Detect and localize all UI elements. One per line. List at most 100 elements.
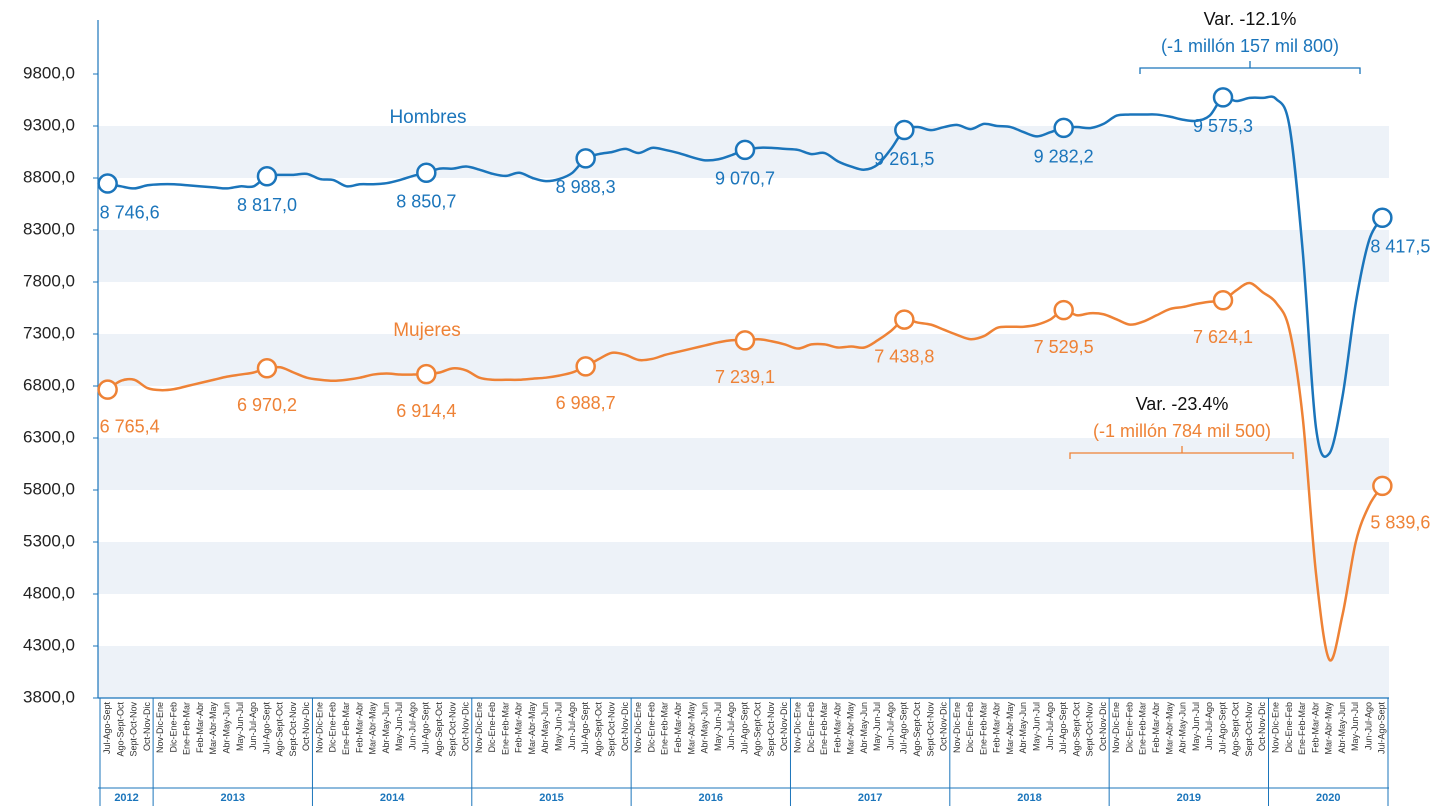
x-tick-label: May-Jun-Jul (553, 702, 563, 751)
x-tick-label: Nov-Dic-Ene (155, 702, 165, 753)
x-tick-label: Jun-Jul-Ago (248, 702, 258, 750)
x-tick-label: Mar-Abr-May (686, 702, 696, 755)
x-tick-label: Abr-May-Jun (700, 702, 710, 754)
data-label: 8 417,5 (1370, 237, 1430, 257)
x-tick-label: Nov-Dic-Ene (314, 702, 324, 753)
year-label: 2014 (380, 792, 405, 804)
x-tick-label: Jul-Ago-Sept (899, 702, 909, 755)
x-tick-label: Dic-Ene-Feb (965, 702, 975, 753)
data-point (97, 379, 118, 400)
annotation-title: Var. -12.1% (1204, 9, 1297, 29)
x-tick-label: Nov-Dic-Ene (952, 702, 962, 753)
data-label: 9 282,2 (1034, 147, 1094, 167)
data-point (1372, 207, 1393, 229)
x-tick-label: Ene-Feb-Mar (500, 702, 510, 755)
x-tick-label: Jul-Ago-Sept (102, 702, 112, 755)
y-tick-label: 6800,0 (23, 375, 75, 394)
x-tick-label: Ago-Sept-Oct (1071, 702, 1081, 757)
x-tick-label: Oct-Nov-Dic (461, 702, 471, 751)
y-tick-label: 7300,0 (23, 323, 75, 342)
data-label: 9 261,5 (874, 149, 934, 169)
x-tick-label: May-Jun-Jul (872, 702, 882, 751)
data-label: 8 988,3 (556, 177, 616, 197)
year-label: 2018 (1017, 792, 1041, 804)
data-label: 5 839,6 (1370, 513, 1430, 533)
x-tick-label: Jun-Jul-Ago (1045, 702, 1055, 750)
x-tick-label: Jun-Jul-Ago (885, 702, 895, 750)
x-tick-label: May-Jun-Jul (1191, 702, 1201, 751)
data-point (1053, 117, 1074, 139)
x-tick-label: Feb-Mar-Abr (514, 702, 524, 753)
x-tick-label: Jul-Ago-Sept (1058, 702, 1068, 755)
x-tick-label: Feb-Mar-Abr (195, 702, 205, 753)
x-tick-label: Nov-Dic-Ene (792, 702, 802, 753)
x-tick-label: Feb-Mar-Abr (1151, 702, 1161, 753)
y-tick-label: 6300,0 (23, 427, 75, 446)
x-tick-label: Jun-Jul-Ago (1363, 702, 1373, 750)
x-tick-label: Ene-Feb-Mar (1297, 702, 1307, 755)
x-tick-label: Dic-Ene-Feb (487, 702, 497, 753)
x-tick-label: Oct-Nov-Dic (939, 702, 949, 751)
x-tick-label: Feb-Mar-Abr (673, 702, 683, 753)
y-tick-label: 8300,0 (23, 219, 75, 238)
data-point (894, 309, 915, 330)
data-point (734, 330, 756, 351)
data-label: 7 624,1 (1193, 327, 1253, 347)
x-tick-label: Dic-Ene-Feb (646, 702, 656, 753)
year-label: 2020 (1316, 792, 1340, 804)
data-point (1053, 299, 1074, 321)
x-tick-label: Sept-Oct-Nov (129, 702, 139, 757)
x-tick-label: Ene-Feb-Mar (660, 702, 670, 755)
annotation-title: Var. -23.4% (1136, 394, 1229, 414)
x-tick-label: Oct-Nov-Dic (301, 702, 311, 751)
x-tick-label: Feb-Mar-Abr (992, 702, 1002, 753)
data-label: 6 970,2 (237, 395, 297, 415)
grid-band (98, 230, 1389, 282)
y-tick-label: 5300,0 (23, 531, 75, 550)
data-label: 9 575,3 (1193, 116, 1253, 136)
x-tick-label: Sept-Oct-Nov (925, 702, 935, 757)
x-tick-label: Mar-Abr-May (1005, 702, 1015, 755)
x-tick-label: Dic-Ene-Feb (168, 702, 178, 753)
x-tick-label: Ene-Feb-Mar (819, 702, 829, 755)
x-tick-label: Jul-Ago-Sept (1217, 702, 1227, 755)
y-tick-label: 4800,0 (23, 583, 75, 602)
x-tick-label: Sept-Oct-Nov (1085, 702, 1095, 757)
x-tick-label: May-Jun-Jul (1031, 702, 1041, 751)
x-tick-label: Ene-Feb-Mar (978, 702, 988, 755)
data-point (1212, 290, 1234, 311)
y-tick-label: 9300,0 (23, 115, 75, 134)
data-point (416, 363, 437, 385)
x-tick-label: Ene-Feb-Mar (341, 702, 351, 755)
series-name: Hombres (389, 107, 466, 128)
data-point (97, 173, 118, 194)
x-tick-label: Dic-Ene-Feb (1124, 702, 1134, 753)
data-point (1372, 475, 1393, 497)
x-tick-label: Ago-Sept-Oct (434, 702, 444, 757)
x-tick-label: Ago-Sept-Oct (753, 702, 763, 757)
x-tick-label: Jun-Jul-Ago (407, 702, 417, 750)
x-tick-label: Ago-Sept-Oct (275, 702, 285, 757)
x-tick-label: Jul-Ago-Sept (261, 702, 271, 755)
data-label: 7 239,1 (715, 367, 775, 387)
x-tick-label: Mar-Abr-May (846, 702, 856, 755)
x-tick-label: Ago-Sept-Oct (115, 702, 125, 757)
x-tick-label: Feb-Mar-Abr (832, 702, 842, 753)
x-tick-label: Nov-Dic-Ene (1111, 702, 1121, 753)
x-tick-label: Nov-Dic-Ene (1271, 702, 1281, 753)
x-tick-label: Ago-Sept-Oct (1231, 702, 1241, 757)
y-tick-label: 5800,0 (23, 479, 75, 498)
year-label: 2013 (221, 792, 245, 804)
annotation-bracket (1139, 61, 1361, 74)
x-tick-label: Sept-Oct-Nov (1244, 702, 1254, 757)
data-label: 6 988,7 (556, 393, 616, 413)
x-tick-label: Oct-Nov-Dic (620, 702, 630, 751)
x-tick-label: Nov-Dic-Ene (474, 702, 484, 753)
data-label: 8 746,6 (100, 202, 160, 222)
x-tick-label: Sept-Oct-Nov (607, 702, 617, 757)
x-tick-label: Mar-Abr-May (1164, 702, 1174, 755)
y-tick-label: 3800,0 (23, 687, 75, 706)
x-tick-label: Ene-Feb-Mar (1138, 702, 1148, 755)
x-tick-label: Oct-Nov-Dic (779, 702, 789, 751)
